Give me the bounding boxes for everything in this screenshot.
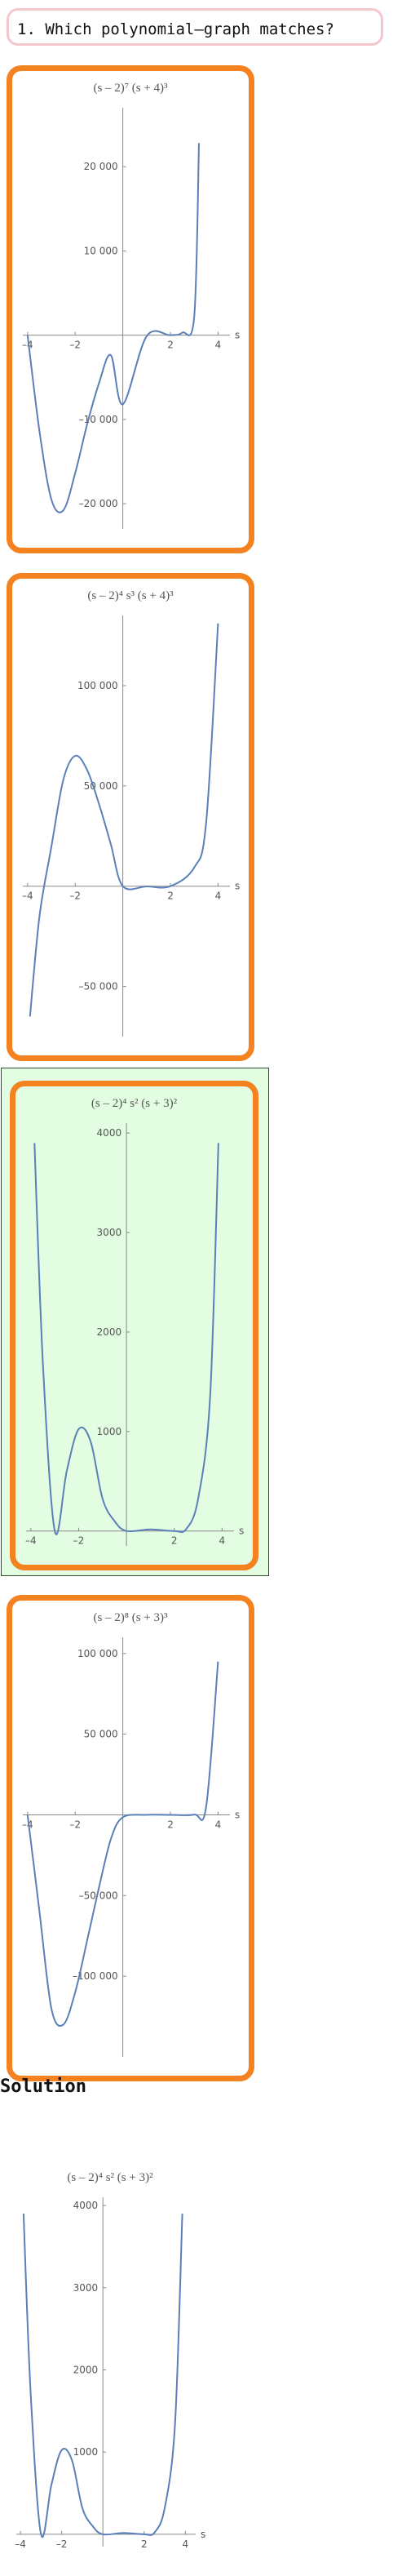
series-line (33, 1143, 219, 1535)
y-tick-label: 2000 (97, 1326, 122, 1338)
y-tick-label: –50 000 (79, 1890, 118, 1901)
y-tick-label: 50 000 (84, 780, 118, 792)
x-axis-label: s (235, 1809, 240, 1820)
chart-title: (s – 2)⁴ s³ (s + 4)³ (87, 589, 174, 602)
x-tick-label: 4 (215, 340, 222, 351)
y-tick-label: 1000 (73, 2446, 99, 2458)
y-tick-label: –20 000 (79, 498, 118, 509)
x-axis-label: s (239, 1526, 244, 1537)
x-tick-label: 4 (219, 1535, 226, 1547)
solution-chart: (s – 2)⁴ s² (s + 3)² s –4 –2 2 4 1000 2000 3000 4… (15, 2171, 205, 2550)
option-chart-2: (s – 2)⁴ s³ (s + 4)³ s –4 –2 2 4 –50 000 50 000… (22, 589, 240, 1037)
y-tick-label: 20 000 (84, 161, 118, 172)
x-tick-label: –2 (69, 890, 81, 902)
option-chart-3: (s – 2)⁴ s² (s + 3)² s –4 –2 2 4 1000 2000 3000 4… (25, 1097, 244, 1547)
y-tick-label: 2000 (73, 2364, 99, 2375)
x-tick-label: 2 (171, 1535, 178, 1547)
y-tick-label: 3000 (97, 1227, 122, 1238)
x-tick-label: –4 (25, 1535, 37, 1547)
x-tick-label: –4 (22, 890, 33, 902)
x-tick-label: –2 (73, 1535, 85, 1547)
x-tick-label: 4 (215, 1819, 222, 1830)
x-tick-label: –4 (22, 1819, 33, 1830)
series-line (29, 623, 219, 1017)
y-tick-label: 4000 (73, 2200, 99, 2211)
y-tick-label: –100 000 (73, 1970, 118, 1982)
x-tick-label: 4 (183, 2538, 189, 2550)
x-tick-label: –2 (56, 2538, 68, 2550)
series-line (26, 143, 200, 513)
y-tick-label: 50 000 (84, 1729, 118, 1740)
chart-title: (s – 2)⁸ (s + 3)³ (93, 1611, 168, 1624)
solution-heading: Solution (0, 2076, 86, 2097)
x-tick-label: –4 (15, 2538, 26, 2550)
series-line (26, 1661, 219, 2027)
y-tick-label: –10 000 (79, 414, 118, 425)
option-chart-1: (s – 2)⁷ (s + 4)³ s –4 –2 2 4 –20 000 –10 000 10… (22, 82, 240, 529)
chart-title: (s – 2)⁴ s² (s + 3)² (91, 1097, 178, 1110)
x-tick-label: –4 (22, 340, 33, 351)
question-box: 1. Which polynomial–graph matches? (7, 8, 383, 46)
series-line (22, 2214, 183, 2538)
x-axis-label: s (201, 2529, 205, 2540)
x-axis-label: s (235, 881, 240, 892)
y-tick-label: 3000 (73, 2282, 99, 2294)
x-tick-label: 2 (141, 2538, 148, 2550)
x-tick-label: 2 (167, 890, 174, 902)
y-tick-label: –50 000 (79, 981, 118, 993)
question-text: 1. Which polynomial–graph matches? (17, 20, 334, 38)
y-tick-label: 100 000 (77, 1648, 118, 1659)
x-tick-label: –2 (69, 340, 81, 351)
option-card-1[interactable] (7, 65, 254, 553)
x-tick-label: 2 (167, 1819, 174, 1830)
x-tick-label: –2 (69, 1819, 81, 1830)
x-axis-label: s (235, 330, 240, 341)
y-tick-label: 1000 (97, 1426, 122, 1437)
y-tick-label: 100 000 (77, 680, 118, 691)
x-tick-label: 4 (215, 890, 222, 902)
option-chart-4: (s – 2)⁸ (s + 3)³ s –4 –2 2 4 –100 000 –50 000 5… (22, 1611, 240, 2057)
y-tick-label: 4000 (97, 1127, 122, 1139)
x-tick-label: 2 (167, 340, 174, 351)
chart-title: (s – 2)⁷ (s + 4)³ (93, 82, 168, 95)
option-card-4[interactable] (7, 1595, 254, 2081)
option-card-2[interactable] (7, 573, 254, 1061)
y-tick-label: 10 000 (84, 245, 118, 256)
chart-title: (s – 2)⁴ s² (s + 3)² (67, 2171, 153, 2184)
